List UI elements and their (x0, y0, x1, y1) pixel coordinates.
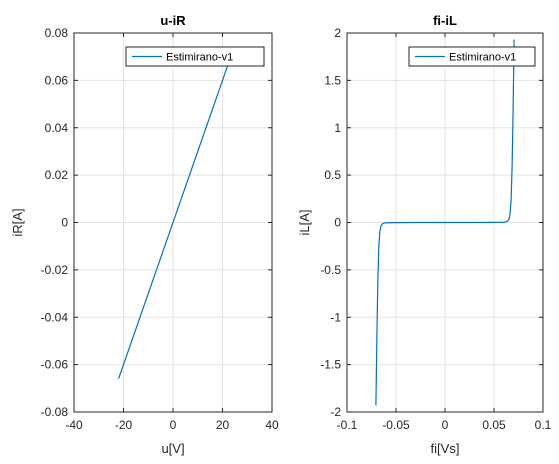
y-tick-label: -0.02 (41, 263, 69, 277)
y-axis-label: iR[A] (10, 208, 25, 236)
series-line-0 (117, 65, 229, 380)
subplot-u-iR: -40 -20 0 20 40 -0.08 -0.06 -0.04 -0.02 0 0.02 0.04… (10, 13, 279, 456)
x-tick-label: 0 (170, 418, 177, 432)
chart-title: fi-iL (433, 13, 457, 28)
subplot-fi-iL: -0.1 -0.05 0 0.05 0.1 -2 -1.5 -1 -0.5 0 0.5 1 1.5 2 fi… (297, 13, 552, 456)
y-tick-label: -1.5 (320, 358, 341, 372)
y-tick-label: 0.06 (45, 73, 69, 87)
y-tick-label: 1.5 (324, 73, 341, 87)
y-tick-label: 2 (334, 26, 341, 40)
x-tick-label: 20 (216, 418, 230, 432)
x-tick-label: 0.1 (535, 418, 552, 432)
x-tick-label: 0 (442, 418, 449, 432)
y-tick-label: -0.06 (41, 358, 69, 372)
y-tick-label: -0.08 (41, 405, 69, 419)
legend-box (125, 46, 265, 67)
x-tick-label: 0.05 (482, 418, 506, 432)
y-tick-label: 0.08 (45, 26, 69, 40)
legend-box (408, 46, 536, 67)
y-tick-label: -2 (330, 405, 341, 419)
x-tick-label: -40 (65, 418, 83, 432)
series-line-0 (375, 39, 515, 406)
x-axis-label: u[V] (161, 441, 184, 456)
legend: Estimirano-v1 (408, 46, 536, 67)
x-tick-label: -0.1 (337, 418, 358, 432)
y-tick-label: -1 (330, 310, 341, 324)
y-tick-label: 0 (334, 216, 341, 230)
x-tick-label: -20 (115, 418, 133, 432)
x-tick-label: 40 (265, 418, 279, 432)
y-axis-label: iL[A] (297, 209, 312, 235)
y-tick-label: 0 (61, 216, 68, 230)
x-axis-label: fi[Vs] (431, 441, 460, 456)
chart-title: u-iR (160, 13, 186, 28)
legend-entry-label: Estimirano-v1 (166, 52, 233, 64)
y-tick-label: -0.5 (320, 263, 341, 277)
x-tick-label: -0.05 (382, 418, 410, 432)
y-tick-label: 0.5 (324, 168, 341, 182)
y-tick-label: 0.02 (45, 168, 69, 182)
y-tick-label: -0.04 (41, 310, 69, 324)
legend-entry-label: Estimirano-v1 (449, 52, 516, 64)
y-tick-label: 1 (334, 121, 341, 135)
legend: Estimirano-v1 (125, 46, 265, 67)
y-tick-label: 0.04 (45, 121, 69, 135)
